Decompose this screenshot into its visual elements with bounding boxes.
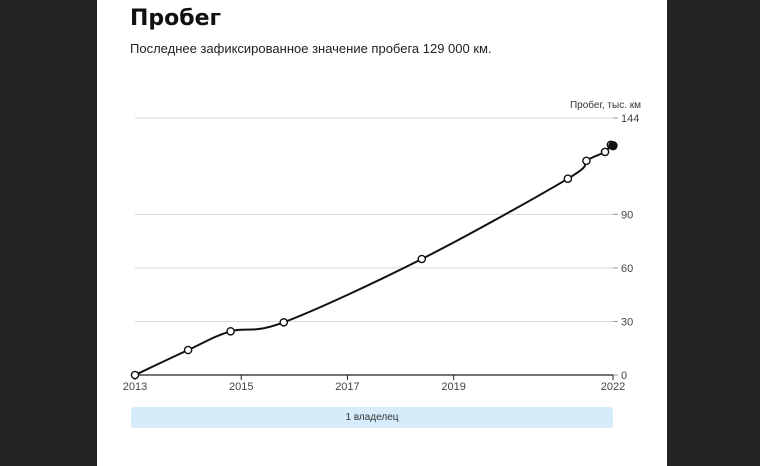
mileage-chart: 0 30 60 90 144 2013 2015 2017 2019 2022 Пробег, т… xyxy=(123,99,641,393)
mileage-line xyxy=(134,143,614,376)
data-point[interactable] xyxy=(608,140,618,151)
y-tick-label: 90 xyxy=(621,209,633,221)
chart-series xyxy=(134,143,614,376)
chart-points xyxy=(130,140,618,380)
owner-period-bar[interactable]: 1 владелец xyxy=(131,407,613,428)
mileage-summary: Последнее зафиксированное значение пробе… xyxy=(130,41,492,56)
data-point[interactable] xyxy=(582,156,591,166)
page-title: Пробег xyxy=(130,6,222,31)
x-tick-label: 2019 xyxy=(441,381,465,393)
owner-period-label: 1 владелец xyxy=(345,412,399,423)
y-axis-label: Пробег, тыс. км xyxy=(570,99,641,111)
x-tick-label: 2013 xyxy=(123,381,147,393)
data-point[interactable] xyxy=(279,318,289,327)
data-point[interactable] xyxy=(600,147,610,157)
y-tick-label: 144 xyxy=(621,113,639,125)
data-point[interactable] xyxy=(226,326,235,336)
data-point[interactable] xyxy=(130,370,140,380)
y-tick-label: 0 xyxy=(621,370,627,382)
data-point[interactable] xyxy=(417,254,427,264)
x-tick-label: 2015 xyxy=(229,381,253,393)
mileage-card: Пробег Последнее зафиксированное значени… xyxy=(97,0,667,466)
y-tick-label: 30 xyxy=(621,316,633,328)
x-tick-label: 2017 xyxy=(335,381,359,393)
y-tick-label: 60 xyxy=(621,263,633,275)
data-point[interactable] xyxy=(563,174,573,183)
x-tick-label: 2022 xyxy=(601,381,625,393)
chart-grid xyxy=(135,117,613,322)
chart-axes: 0 30 60 90 144 2013 2015 2017 2019 2022 xyxy=(123,113,640,393)
data-point[interactable] xyxy=(183,345,193,355)
